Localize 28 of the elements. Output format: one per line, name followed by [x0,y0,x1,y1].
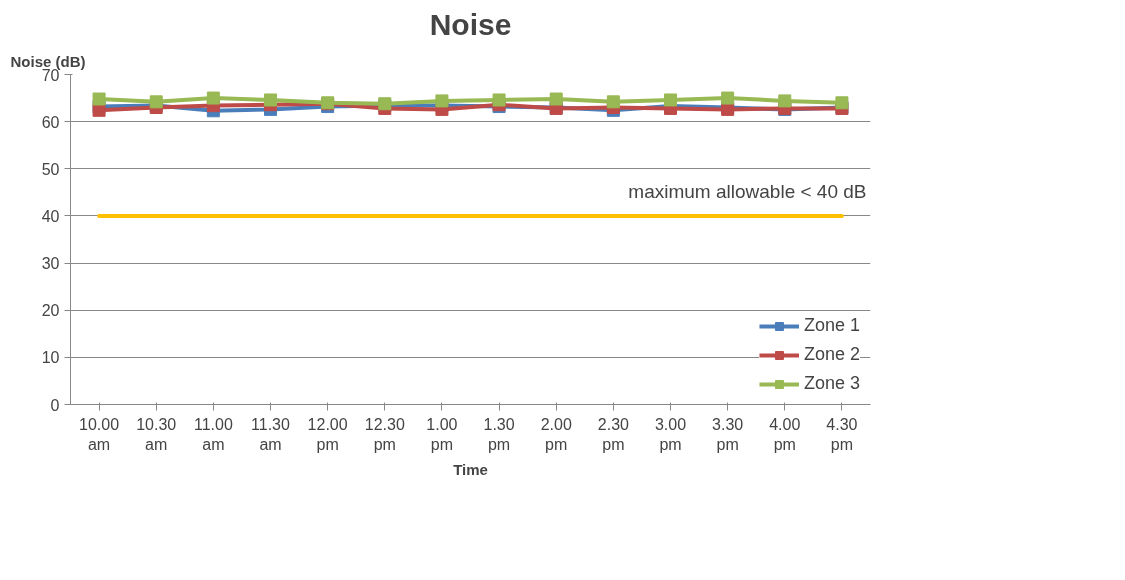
x-tick-label: 1.30 pm [483,415,515,453]
ref-line-label: maximum allowable < 40 dB [628,180,867,202]
legend-label: Zone 1 [803,315,860,336]
x-tick-label: 12.00 pm [307,415,348,453]
y-tick-label: 50 [41,160,60,178]
x-tick-label: 10.00 am [79,415,120,453]
y-tick-label: 60 [41,113,60,131]
x-tick-label: 3.00 pm [654,415,687,453]
x-tick-label: 3.30 pm [712,415,744,453]
x-axis-title: Time [453,460,488,478]
y-tick-label: 0 [50,396,60,414]
x-tick-label: 12.30 pm [364,415,405,453]
x-tick-label: 2.00 pm [540,415,572,453]
x-tick-label: 11.00 am [193,415,233,453]
y-tick-label: 10 [41,349,60,367]
x-tick-label: 4.00 pm [769,415,801,453]
x-tick-label: 10.30 am [136,415,177,453]
x-tick-label: 2.30 pm [597,415,630,453]
y-axis-title: Noise (dB) [10,52,86,70]
x-tick-label: 4.30 pm [826,415,858,453]
legend-label: Zone 2 [803,344,860,365]
y-tick-label: 40 [41,207,60,225]
y-tick-label: 30 [41,255,60,273]
legend-label: Zone 3 [803,373,860,394]
x-tick-label: 11.30 am [251,415,291,453]
x-tick-label: 1.00 pm [426,415,458,453]
chart-title: Noise [429,7,512,41]
y-tick-label: 20 [41,302,60,320]
